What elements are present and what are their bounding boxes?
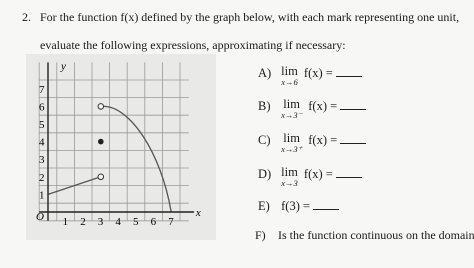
part-label: C) (258, 133, 271, 147)
open-point (97, 103, 105, 110)
expression: f(3) = (281, 199, 311, 213)
answer-blank (313, 199, 340, 210)
lim-word: lim (283, 97, 300, 111)
x-tick-label: 3 (98, 216, 104, 228)
x-tick-label: 1 (63, 216, 69, 228)
y-tick-label: 2 (39, 172, 45, 184)
graph-panel (26, 54, 216, 240)
expression: f(x) = (308, 99, 338, 113)
expression: f(x) = (303, 66, 333, 80)
y-tick-label: 4 (39, 137, 45, 149)
y-tick-label: 1 (39, 189, 45, 201)
part: B) lim x→3⁻ f(x) = (258, 97, 367, 121)
lim-word: lim (281, 64, 298, 78)
lim-sub: x→3⁻ (281, 110, 303, 120)
lim-word: lim (281, 165, 298, 179)
lim-sub: x→6 (281, 77, 298, 87)
origin-label: O (36, 211, 44, 223)
y-tick-label: 5 (39, 119, 45, 131)
x-tick-label: 5 (133, 216, 139, 228)
answer-blank (340, 99, 367, 110)
part-label: E) (258, 199, 270, 213)
y-tick-label: 7 (39, 84, 45, 96)
limit: lim x→3 (281, 165, 298, 189)
part: F) Is the function continuous on the dom… (255, 228, 474, 243)
problem-line: evaluate the following expressions, appr… (40, 38, 346, 52)
x-axis-label: x (195, 207, 201, 219)
part-label: B) (258, 99, 271, 113)
answer-blank (340, 133, 367, 144)
lim-sub: x→3 (281, 178, 298, 188)
part-label: F) (255, 228, 266, 242)
y-tick-label: 3 (39, 154, 45, 166)
expression: f(x) = (308, 133, 338, 147)
question: Is the function continuous on the domain… (278, 228, 474, 242)
y-tick-label: 6 (39, 101, 45, 113)
limit: lim x→3⁺ (281, 131, 303, 155)
part: D) lim x→3 f(x) = (258, 165, 362, 189)
y-axis-label: y (60, 60, 66, 72)
part: E) f(3) = (258, 199, 340, 214)
graph-segment (47, 177, 99, 196)
part: A) lim x→6 f(x) = (258, 64, 362, 88)
x-tick-label: 4 (115, 216, 121, 228)
x-tick-label: 7 (168, 216, 174, 228)
lim-word: lim (283, 131, 300, 145)
lim-sub: x→3⁺ (281, 144, 303, 154)
answer-blank (335, 167, 362, 178)
expression: f(x) = (303, 167, 333, 181)
part: C) lim x→3⁺ f(x) = (258, 131, 367, 155)
limit: lim x→6 (281, 64, 298, 88)
problem-line: For the function f(x) defined by the gra… (40, 10, 460, 24)
part-label: A) (258, 66, 272, 80)
x-tick-label: 2 (80, 216, 86, 228)
limit: lim x→3⁻ (281, 97, 303, 121)
problem-number: 2. (22, 10, 31, 24)
graph-curve (103, 105, 172, 213)
open-point (97, 173, 105, 181)
part-label: D) (258, 167, 272, 181)
x-tick-label: 6 (151, 216, 157, 228)
closed-point (98, 138, 104, 145)
answer-blank (335, 66, 362, 77)
